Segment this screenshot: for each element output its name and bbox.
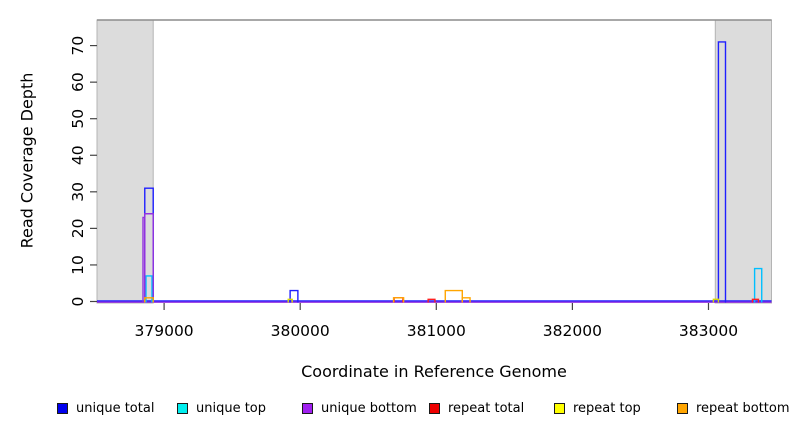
coverage-segment	[427, 298, 436, 303]
legend-label-unique-top: unique top	[196, 400, 267, 416]
y-tick-label: 20	[69, 219, 87, 239]
coverage-segment	[753, 267, 763, 303]
legend-swatch-repeat-bottom	[677, 402, 688, 414]
legend-item-repeat-total: repeat total	[429, 400, 525, 416]
legend-label-repeat-bottom: repeat bottom	[696, 400, 790, 416]
shaded-region	[714, 19, 773, 304]
y-tick-label: 60	[69, 72, 87, 92]
coverage-segment	[392, 297, 405, 303]
y-tick-label: 40	[69, 145, 87, 165]
legend-item-repeat-top: repeat top	[554, 400, 641, 416]
x-tick-label: 379000	[135, 322, 194, 340]
coverage-segment	[144, 213, 154, 303]
y-tick-label: 70	[69, 36, 87, 56]
legend-label-repeat-top: repeat top	[573, 400, 641, 416]
x-tick-label: 383000	[679, 322, 738, 340]
coverage-segment	[712, 298, 720, 303]
coverage-segment	[289, 289, 299, 303]
legend-swatch-repeat-total	[429, 402, 440, 414]
shaded-region	[96, 19, 154, 304]
x-tick-label: 381000	[407, 322, 466, 340]
legend-swatch-unique-total	[57, 402, 68, 414]
x-axis-label: Coordinate in Reference Genome	[301, 362, 567, 381]
x-tick-label: 380000	[271, 322, 330, 340]
legend-label-unique-bottom: unique bottom	[321, 400, 417, 416]
x-tick-label: 382000	[543, 322, 602, 340]
coverage-segment	[751, 298, 760, 303]
legend-item-repeat-bottom: repeat bottom	[677, 400, 790, 416]
y-tick-label: 30	[69, 182, 87, 202]
coverage-segment	[717, 41, 727, 303]
y-axis-label: Read Coverage Depth	[17, 72, 37, 249]
legend-swatch-unique-bottom	[302, 402, 313, 414]
coverage-segment	[287, 298, 293, 303]
y-tick-label: 0	[69, 297, 87, 307]
y-tick-label: 50	[69, 109, 87, 129]
legend-swatch-repeat-top	[554, 402, 565, 414]
legend-item-unique-bottom: unique bottom	[302, 400, 417, 416]
legend-label-repeat-total: repeat total	[448, 400, 525, 416]
legend-swatch-unique-top	[177, 402, 188, 414]
y-tick-label: 10	[69, 255, 87, 275]
legend-item-unique-total: unique total	[57, 400, 155, 416]
legend-label-unique-total: unique total	[76, 400, 155, 416]
coverage-segment	[444, 289, 463, 303]
coverage-segment	[144, 297, 154, 303]
legend-item-unique-top: unique top	[177, 400, 267, 416]
coverage-segment	[461, 297, 471, 303]
coverage-segment	[145, 275, 153, 303]
